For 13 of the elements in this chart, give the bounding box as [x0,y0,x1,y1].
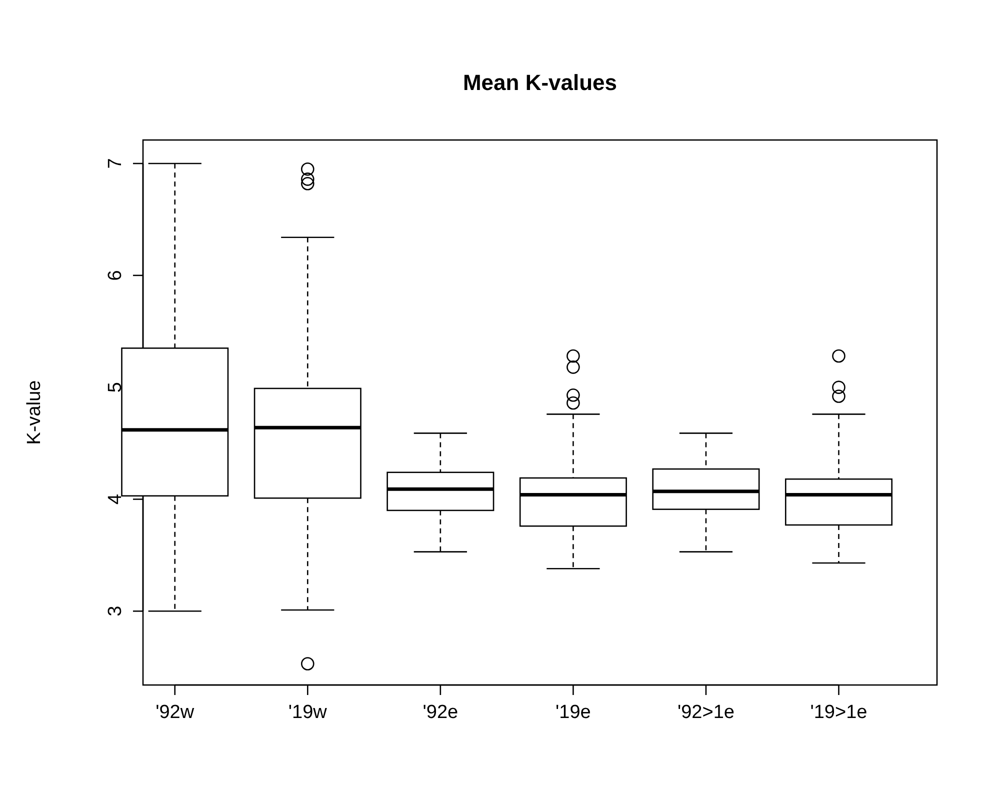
y-tick-label: 4 [105,494,126,505]
x-tick-label: '92w [156,702,194,723]
x-tick-label: '19>1e [810,702,868,723]
chart-title: Mean K-values [462,70,618,95]
y-tick-label: 6 [105,270,126,281]
x-tick-label: '92e [422,702,458,723]
y-axis-title: K-value [24,380,45,445]
x-tick-label: '19e [556,702,591,723]
x-tick-label: '19w [288,702,328,723]
y-tick-label: 5 [105,382,126,393]
x-tick-label: '92>1e [677,702,734,723]
y-tick-label: 3 [105,606,126,616]
y-tick-label: 7 [105,158,126,169]
